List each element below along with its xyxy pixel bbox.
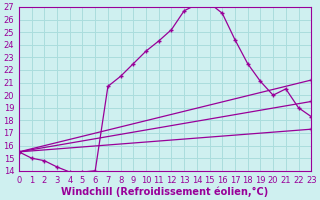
X-axis label: Windchill (Refroidissement éolien,°C): Windchill (Refroidissement éolien,°C) [61, 186, 269, 197]
